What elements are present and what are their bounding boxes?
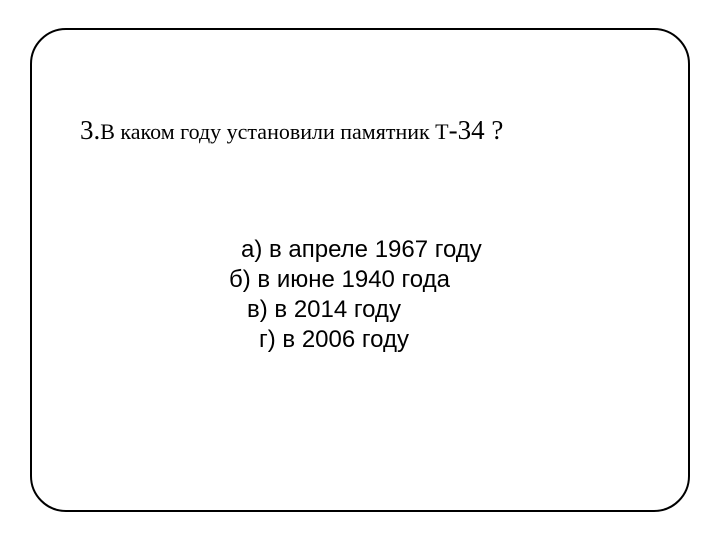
answer-list: а) в апреле 1967 году б) в июне 1940 год…	[227, 235, 482, 355]
question-body: В каком году установили памятник Т	[100, 119, 448, 144]
question-tail: -34 ?	[449, 115, 504, 145]
question-text: 3.В каком году установили памятник Т-34 …	[80, 115, 503, 146]
question-card: 3.В каком году установили памятник Т-34 …	[30, 28, 690, 512]
answer-option-v: в) в 2014 году	[247, 295, 482, 325]
answer-option-g: г) в 2006 году	[259, 325, 482, 355]
answer-option-a: а) в апреле 1967 году	[241, 235, 482, 265]
question-number: 3.	[80, 115, 100, 145]
answer-option-b: б) в июне 1940 года	[229, 265, 482, 295]
